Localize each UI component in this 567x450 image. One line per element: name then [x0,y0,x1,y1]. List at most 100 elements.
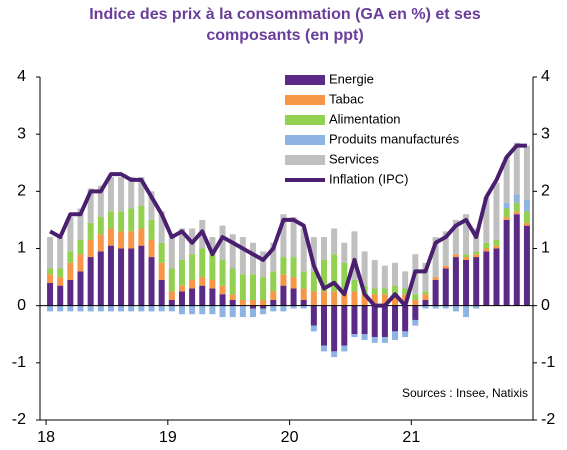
bar-segment [341,262,348,292]
bar-segment [107,245,114,306]
bar-segment [229,268,236,295]
bar-segment [381,305,388,338]
bar-segment [107,305,114,312]
bar-segment [331,305,338,352]
legend-label: Tabac [329,91,364,106]
bar-segment [452,305,459,312]
bar-segment [321,259,328,292]
x-tick-label: 18 [37,429,55,446]
bar-segment [310,271,317,292]
y-tick-label: 0 [17,297,26,314]
bar-segment [331,351,338,358]
legend-label: Energie [329,71,374,86]
bar-segment [219,225,226,260]
bar-segment [158,305,165,312]
bar-segment [513,142,520,195]
bar-segment [128,231,135,249]
bar-segment [280,285,287,306]
bar-segment [270,305,277,312]
bar-segment [77,305,84,312]
bar-segment [138,205,145,229]
bar-segment [493,245,500,249]
bar-segment [209,288,216,306]
bar-segment [249,308,256,318]
bar-segment [463,257,470,260]
bar-segment [128,248,135,306]
bar-segment [260,308,267,315]
line [49,143,527,308]
bar-segment [107,211,114,229]
legend-label: Produits manufacturés [329,131,460,146]
bar-segment [341,291,348,306]
bar-segment [351,291,358,306]
bar-segment [87,239,94,258]
bar-segment [138,245,145,306]
bar-segment [483,251,490,306]
bar-segment [473,228,480,252]
bar-segment [148,239,155,258]
bar-segment [168,305,175,312]
bar-segment [473,254,480,258]
bar-segment [178,291,185,306]
bar-segment [77,208,84,240]
bar-segment [341,242,348,263]
legend-swatch [285,135,325,145]
y-tick-label: -2 [12,411,26,428]
bar-segment [523,225,530,306]
y-tick-label: 3 [17,125,26,142]
bar-segment [260,299,267,306]
bar-segment [331,291,338,306]
bar-segment [442,305,449,309]
bar-segment [239,237,246,275]
bar-segment [260,251,267,278]
bar-segment [523,145,530,200]
bar-segment [199,248,206,278]
bar-segment [87,188,94,223]
bar-segment [361,251,368,286]
bar-segment [270,271,277,292]
bar-segment [523,211,530,223]
bar-segment [138,177,145,206]
bar-segment [229,294,236,300]
bar-segment [442,268,449,306]
bar-segment [321,291,328,306]
bar-segment [402,331,409,338]
bar-segment [168,268,175,292]
bar-segment [270,242,277,272]
bar-segment [189,279,196,289]
bar-segment [503,219,510,306]
bar-segment [209,279,216,289]
bar-segment [118,177,125,212]
bar-segment [310,291,317,306]
y-tick-label: 1 [17,240,26,257]
bar-segment [168,234,175,269]
bar-segment [67,305,74,312]
y2-tick-label: 3 [541,125,550,142]
legend-swatch [285,95,325,105]
bar-segment [290,257,297,278]
annotation: Sources : Insee, Natixis [402,386,528,400]
bar-segment [463,305,470,318]
bar-segment [219,305,226,318]
bar-segment [97,251,104,306]
bar-segment [432,237,439,278]
bar-segment [209,237,216,255]
bar-segment [148,219,155,240]
bar-segment [463,259,470,306]
bar-segment [97,305,104,312]
bar-segment [189,288,196,306]
bar-segment [199,285,206,306]
bar-segment [493,239,500,246]
bar-segment [87,257,94,306]
bar-segment [331,228,338,255]
bar-segment [67,217,74,252]
bar-segment [209,254,216,280]
bar-segment [321,305,328,346]
bar-segment [168,291,175,300]
bar-segment [290,277,297,289]
bar-segment [442,265,449,269]
bar-segment [229,305,236,318]
bar-segment [209,305,216,315]
bar-segment [158,211,165,243]
bar-segment [77,254,84,272]
